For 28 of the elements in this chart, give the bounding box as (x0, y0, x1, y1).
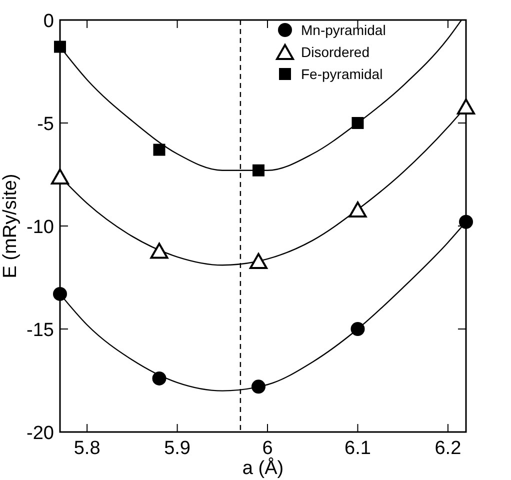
y-tick-label: -15 (26, 320, 54, 341)
y-tick-label: -20 (26, 423, 54, 444)
point (150, 242, 168, 259)
y-axis-title: E (mRy/site) (0, 174, 21, 278)
point (249, 253, 268, 270)
point (252, 164, 264, 176)
y-tick-label: -10 (26, 217, 54, 238)
point (51, 168, 69, 185)
y-tick-label: 0 (43, 11, 54, 32)
legend-label: Mn-pyramidal (301, 22, 386, 38)
x-tick-label: 5.9 (164, 438, 190, 459)
legend-label: Disordered (301, 44, 370, 60)
point (350, 322, 365, 336)
point (53, 286, 67, 301)
point (153, 144, 166, 156)
point (457, 98, 475, 115)
x-tick-label: 6.1 (344, 438, 371, 459)
legend-label: Fe-pyramidal (301, 66, 383, 82)
point (152, 371, 166, 386)
point (348, 202, 367, 218)
point (54, 40, 66, 53)
point (459, 214, 473, 229)
y-tick-label: -5 (37, 114, 54, 135)
point (251, 380, 266, 394)
x-tick-label: 6.2 (434, 438, 462, 459)
x-axis-title: a (Å) (242, 457, 284, 479)
point (352, 117, 364, 129)
x-tick-label: 5.8 (74, 438, 100, 459)
